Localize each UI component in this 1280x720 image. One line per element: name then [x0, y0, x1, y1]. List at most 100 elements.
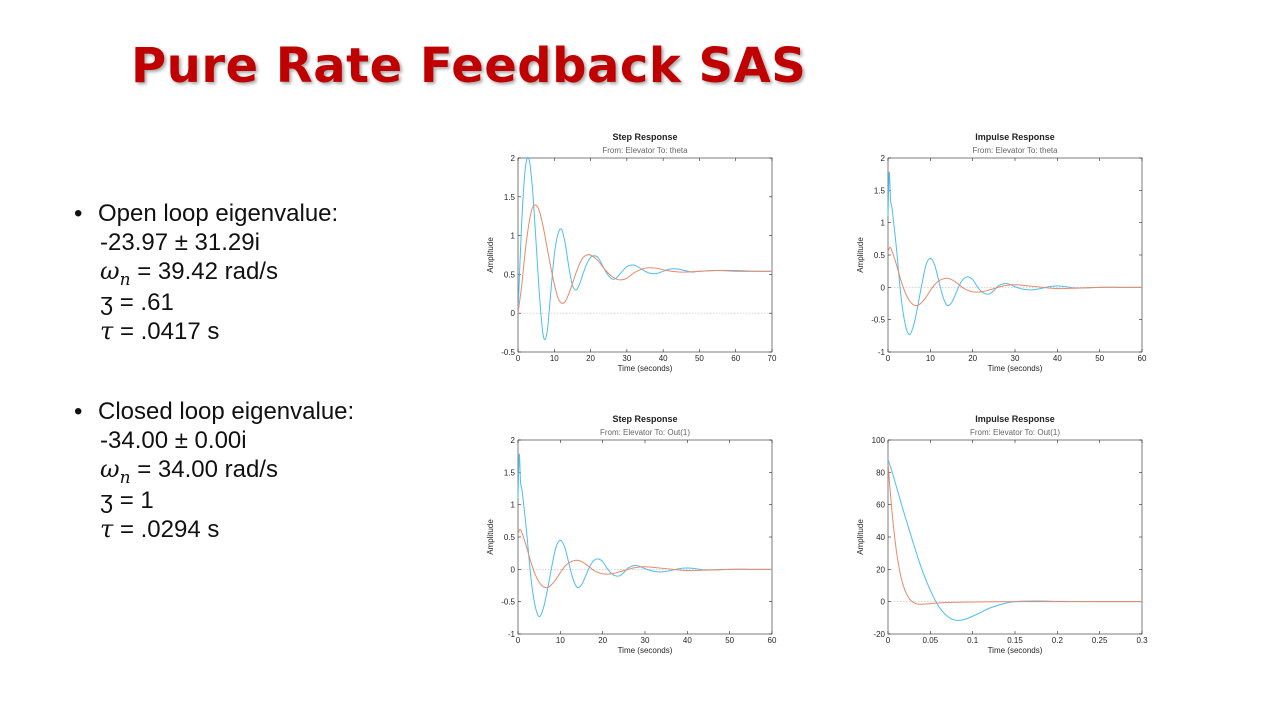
- x-axis-label: Time (seconds): [618, 646, 673, 655]
- omega-symbol: ω: [100, 455, 120, 483]
- open-loop-impulse-response-chart: Impulse Response From: Elevator To: theta…: [856, 132, 1147, 373]
- x-tick-label: 60: [768, 636, 777, 645]
- x-tick-label: 40: [659, 354, 668, 363]
- open-loop-natural-frequency: ωn = 39.42 rad/s: [74, 257, 338, 290]
- plot-area: [517, 439, 773, 635]
- y-tick-label: 1: [881, 219, 886, 228]
- y-tick-label: 1: [511, 501, 516, 510]
- tau-symbol: τ: [100, 515, 114, 543]
- closed-loop-step-response-chart: Step Response From: Elevator To: Out(1) 0 1…: [486, 414, 777, 655]
- closed-loop-eigenvalue: -34.00 ± 0.00i: [100, 426, 247, 454]
- closed-loop-wn-value: = 34.00 rad/s: [137, 456, 278, 483]
- y-tick-label: 60: [876, 501, 885, 510]
- omega-symbol: ω: [100, 257, 120, 285]
- y-tick-label: 100: [872, 436, 886, 445]
- x-tick-label: 0.1: [967, 636, 979, 645]
- x-tick-label: 50: [725, 636, 734, 645]
- y-tick-label: 1.5: [504, 193, 516, 202]
- series-line-orange: [517, 204, 772, 314]
- x-tick-label: 0: [886, 636, 891, 645]
- open-loop-damping: ʒ = .61: [100, 288, 174, 316]
- open-loop-wn-value: = 39.42 rad/s: [137, 258, 278, 285]
- y-tick-label: 0: [881, 598, 886, 607]
- x-tick-label: 50: [695, 354, 704, 363]
- x-axis-label: Time (seconds): [988, 364, 1043, 373]
- x-tick-label: 50: [1095, 354, 1104, 363]
- x-tick-label: 20: [586, 354, 595, 363]
- y-tick-label: 0.5: [504, 533, 516, 542]
- y-tick-label: 2: [881, 154, 886, 163]
- y-axis-label: Amplitude: [486, 519, 495, 555]
- y-tick-label: 0: [511, 565, 516, 574]
- x-tick-label: 30: [641, 636, 650, 645]
- x-tick-label: 0.3: [1136, 636, 1148, 645]
- y-tick-label: -20: [873, 630, 885, 639]
- x-tick-label: 60: [731, 354, 740, 363]
- y-tick-label: 20: [876, 565, 885, 574]
- chart-subtitle: From: Elevator To: theta: [602, 146, 688, 155]
- y-axis-label: Amplitude: [856, 519, 865, 555]
- y-tick-label: 2: [511, 154, 516, 163]
- x-tick-label: 0: [516, 636, 521, 645]
- n-subscript: n: [119, 468, 131, 488]
- x-tick-label: 60: [1138, 354, 1147, 363]
- y-tick-label: -0.5: [501, 348, 515, 357]
- tau-symbol: τ: [100, 317, 114, 345]
- chart-title: Step Response: [612, 132, 677, 142]
- open-loop-heading: Open loop eigenvalue:: [74, 200, 338, 229]
- y-tick-label: -1: [878, 348, 886, 357]
- y-tick-label: 1.5: [874, 186, 886, 195]
- series-line-orange: [517, 528, 772, 589]
- series-line-orange: [887, 246, 1142, 307]
- y-tick-label: 0.5: [504, 270, 516, 279]
- plot-area: [517, 157, 773, 353]
- y-tick-label: 0.5: [874, 251, 886, 260]
- chart-subtitle: From: Elevator To: Out(1): [600, 428, 690, 437]
- y-tick-label: 0: [881, 283, 886, 292]
- y-axis-label: Amplitude: [486, 237, 495, 273]
- y-axis-label: Amplitude: [856, 237, 865, 273]
- closed-loop-time-constant: τ = .0294 s: [74, 515, 354, 545]
- x-tick-label: 10: [550, 354, 559, 363]
- x-axis-label: Time (seconds): [988, 646, 1043, 655]
- series-line-blue: [887, 171, 1142, 336]
- open-loop-time-constant: τ = .0417 s: [74, 317, 338, 347]
- x-tick-label: 0: [886, 354, 891, 363]
- x-tick-label: 30: [622, 354, 631, 363]
- x-axis-label: Time (seconds): [618, 364, 673, 373]
- series-line-blue: [517, 156, 773, 341]
- chart-subtitle: From: Elevator To: Out(1): [970, 428, 1060, 437]
- x-tick-label: 0.15: [1007, 636, 1023, 645]
- closed-loop-block: Closed loop eigenvalue: -34.00 ± 0.00i ω…: [74, 398, 354, 545]
- x-tick-label: 10: [926, 354, 935, 363]
- closed-loop-heading: Closed loop eigenvalue:: [74, 398, 354, 427]
- x-tick-label: 30: [1011, 354, 1020, 363]
- x-tick-label: 40: [1053, 354, 1062, 363]
- y-tick-label: -1: [508, 630, 516, 639]
- y-tick-label: 0: [511, 309, 516, 318]
- plot-area: [887, 157, 1143, 353]
- open-loop-tau-value: = .0417 s: [119, 318, 220, 345]
- y-tick-label: -0.5: [501, 598, 515, 607]
- x-tick-label: 0.05: [923, 636, 939, 645]
- series-line-orange: [887, 462, 1142, 605]
- y-tick-label: 1.5: [504, 468, 516, 477]
- n-subscript: n: [119, 270, 131, 290]
- closed-loop-impulse-response-chart: Impulse Response From: Elevator To: Out(1…: [856, 414, 1148, 655]
- x-tick-label: 0: [516, 354, 521, 363]
- plot-area: [887, 439, 1143, 635]
- open-loop-eigenvalue: -23.97 ± 31.29i: [100, 228, 260, 256]
- y-tick-label: 1: [511, 232, 516, 241]
- chart-title: Impulse Response: [975, 414, 1055, 424]
- y-tick-label: 80: [876, 468, 885, 477]
- y-tick-label: -0.5: [871, 316, 885, 325]
- closed-loop-damping: ʒ = 1: [100, 486, 154, 514]
- y-tick-label: 2: [511, 436, 516, 445]
- x-tick-label: 10: [556, 636, 565, 645]
- closed-loop-tau-value: = .0294 s: [119, 516, 220, 543]
- slide-title: Pure Rate Feedback SAS: [131, 38, 807, 94]
- x-tick-label: 20: [968, 354, 977, 363]
- y-tick-label: 40: [876, 533, 885, 542]
- x-tick-label: 70: [768, 354, 777, 363]
